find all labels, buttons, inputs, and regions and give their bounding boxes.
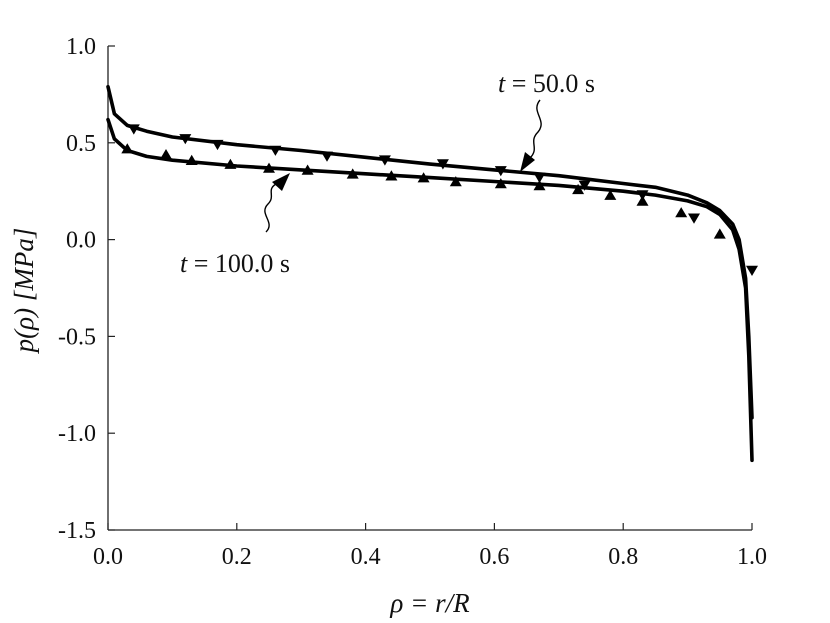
- x-axis-title: ρ = r/R: [389, 588, 470, 618]
- down-triangle-marker: [321, 151, 333, 162]
- up-triangle-marker: [385, 170, 398, 181]
- up-triangle-marker: [449, 176, 462, 187]
- up-triangle-marker: [346, 168, 359, 179]
- x-tick-label: 0.2: [222, 544, 252, 570]
- down-triangle-marker: [269, 145, 282, 156]
- up-triangle-marker: [185, 154, 198, 165]
- x-tick-label: 1.0: [737, 544, 767, 570]
- up-triangle-marker: [121, 143, 134, 154]
- down-triangle-marker: [533, 172, 546, 183]
- up-triangle-marker: [675, 207, 688, 218]
- ticks: 0.0 0.2 0.4 0.6 0.8 1.0 1.0 0.5 0.0 -0.5 -1.0 -1.5: [58, 34, 767, 570]
- up-triangle-marker: [301, 164, 314, 175]
- up-triangle-marker: [604, 189, 617, 200]
- y-tick-label: 0.0: [66, 228, 96, 254]
- annotation-leader-50s: [529, 99, 542, 159]
- annotation-arrowhead-100s: [272, 173, 290, 191]
- annotation-label-100s: t = 100.0 s: [180, 249, 290, 278]
- series-line-50s: [106, 84, 754, 420]
- down-triangle-marker: [211, 139, 224, 151]
- up-triangle-marker: [533, 180, 546, 191]
- up-triangle-marker: [636, 195, 649, 206]
- down-triangle-marker: [746, 265, 758, 276]
- up-triangle-marker: [224, 158, 237, 169]
- up-triangle-marker: [494, 178, 507, 189]
- series-markers: [121, 124, 758, 276]
- x-tick-label: 0.0: [93, 544, 123, 570]
- series-line-100s: [106, 117, 754, 463]
- y-tick-label: 0.5: [66, 131, 96, 157]
- down-triangle-marker: [127, 124, 140, 135]
- x-tick-label: 0.6: [479, 544, 509, 570]
- x-tick-label: 0.4: [351, 544, 381, 570]
- down-triangle-marker: [436, 159, 449, 170]
- annotation-arrowhead-50s: [520, 152, 535, 172]
- x-tick-label: 0.8: [608, 544, 638, 570]
- down-triangle-marker: [578, 180, 591, 191]
- y-tick-label: -1.5: [58, 518, 96, 544]
- up-triangle-marker: [160, 149, 172, 160]
- down-triangle-marker: [378, 155, 391, 166]
- series-curves: [106, 84, 754, 463]
- y-tick-label: 1.0: [66, 34, 96, 60]
- up-triangle-marker: [572, 183, 585, 195]
- y-axis-title: p(ρ) [MPa]: [9, 228, 39, 355]
- down-triangle-marker: [688, 213, 700, 224]
- down-triangle-marker: [179, 134, 192, 145]
- y-tick-label: -1.0: [58, 421, 96, 447]
- annotation-leader-100s: [264, 183, 277, 233]
- y-tick-label: -0.5: [58, 324, 96, 350]
- up-triangle-marker: [417, 172, 430, 183]
- down-triangle-marker: [636, 190, 649, 201]
- annotation-label-50s: t = 50.0 s: [498, 69, 595, 98]
- annotations: t = 50.0 s t = 100.0 s: [180, 69, 595, 278]
- down-triangle-marker: [494, 166, 507, 177]
- axes: [107, 46, 752, 531]
- up-triangle-marker: [263, 162, 275, 173]
- up-triangle-marker: [713, 228, 726, 239]
